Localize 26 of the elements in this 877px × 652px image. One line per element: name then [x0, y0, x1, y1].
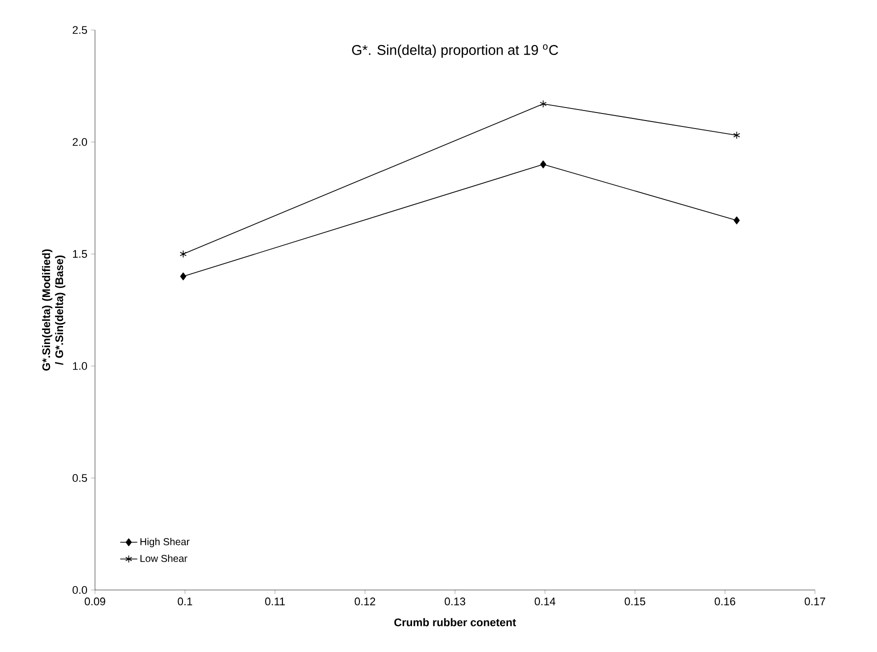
text: G*. Sin(delta) proportion at 19 $^{o}$C	[352, 44, 558, 58]
legend-label: Low Shear	[140, 554, 188, 562]
x-tick-label: 0.1	[178, 598, 192, 606]
y-tick-label: 0.0	[72, 586, 88, 594]
x-tick-label: 0.13	[444, 598, 466, 606]
y-tick-label: 2.5	[72, 26, 88, 34]
x-tick-label: 0.15	[624, 598, 646, 606]
x-axis-title: Crumb rubber conetent	[394, 618, 516, 626]
point	[733, 131, 740, 140]
point	[734, 216, 740, 224]
x-tick-label: 0.16	[714, 598, 736, 606]
x-tick-label: 0.14	[534, 598, 556, 606]
x-tick-label: 0.12	[354, 598, 376, 606]
x-tick-label: 0.11	[265, 598, 285, 606]
x-tick-label: 0.17	[804, 598, 826, 606]
y-tick-label: 1.5	[73, 250, 88, 258]
y-tick-label: 2.0	[72, 138, 88, 146]
y-tick-label: 1.0	[73, 362, 88, 370]
y-axis-title: G*.Sin(delta) (Modified) / G*.Sin(delta) (Base)	[42, 249, 66, 371]
legend-label: High Shear	[140, 538, 190, 548]
point	[180, 272, 186, 280]
point	[540, 160, 546, 168]
point	[180, 250, 187, 258]
x-tick-label: 0.09	[84, 598, 106, 606]
point	[540, 100, 547, 108]
y-tick-label: 0.5	[72, 474, 88, 482]
